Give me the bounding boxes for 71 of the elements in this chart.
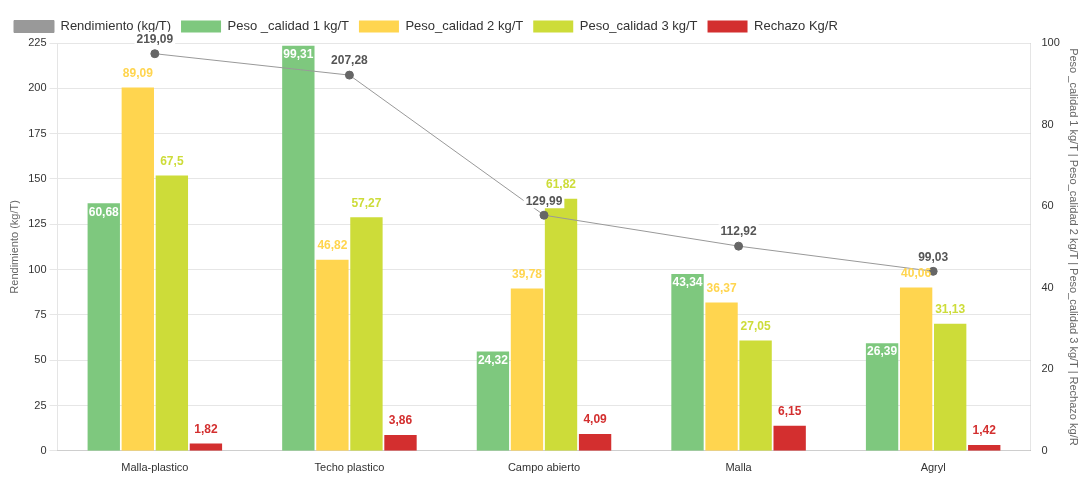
y2-axis-title: Peso _calidad 1 kg/T | Peso_calidad 2 kg/T | Peso_calidad 3 kg/T | Rechazo kg/R	[1068, 48, 1081, 446]
bar	[510, 288, 544, 451]
bar	[705, 302, 738, 451]
x-tick-label: Techo plastico	[314, 461, 385, 474]
bar	[316, 259, 349, 451]
legend-label: Peso_calidad 3 kg/T	[579, 18, 698, 34]
bar	[476, 351, 510, 451]
x-tick-label: Campo abierto	[507, 461, 581, 474]
data-label: 67,5	[160, 153, 184, 168]
bar	[899, 287, 933, 451]
y-tick-label: 100	[28, 262, 47, 275]
data-label: 89,09	[122, 65, 154, 80]
bar	[934, 323, 967, 451]
y-tick-label: 0	[40, 443, 47, 456]
y2-tick-label: 20	[1041, 362, 1054, 375]
bar	[578, 434, 612, 451]
data-label: 99,31	[283, 47, 314, 62]
bar	[121, 87, 154, 451]
y-tick-label: 175	[28, 126, 47, 139]
bar	[671, 274, 704, 451]
y2-tick-label: 100	[1041, 36, 1060, 49]
data-label: 4,09	[583, 412, 608, 427]
data-label: 43,34	[672, 275, 703, 290]
y2-tick-label: 60	[1041, 199, 1054, 212]
data-label: 31,13	[935, 302, 966, 317]
y-tick-label: 50	[34, 353, 47, 366]
data-label: 61,82	[546, 177, 577, 192]
bar	[155, 175, 189, 451]
bar	[189, 443, 223, 451]
y-tick-label: 25	[34, 398, 47, 411]
bar	[739, 340, 772, 451]
y2-tick-label: 80	[1041, 117, 1054, 130]
y-tick-label: 225	[28, 36, 47, 49]
data-label: 6,15	[777, 404, 802, 419]
y-tick-label: 75	[34, 307, 47, 320]
data-label: 219,09	[136, 32, 174, 47]
data-label: 57,27	[351, 195, 382, 210]
y-tick-label: 200	[28, 81, 47, 94]
y-axis-title: Rendimiento (kg/T)	[7, 200, 20, 294]
data-label: 1,42	[972, 423, 997, 438]
y-tick-label: 125	[28, 217, 47, 230]
bar	[773, 425, 806, 451]
bar	[87, 203, 120, 451]
legend-label: Peso_calidad 2 kg/T	[405, 18, 524, 34]
data-label: 26,39	[867, 344, 898, 359]
y2-tick-label: 40	[1041, 280, 1054, 293]
data-label: 27,05	[740, 318, 771, 333]
bar	[350, 217, 383, 451]
data-label: 60,68	[88, 204, 120, 219]
y-tick-label: 150	[28, 171, 47, 184]
data-label: 1,82	[194, 421, 218, 436]
data-label: 46,82	[317, 238, 348, 253]
legend-label: Rechazo Kg/R	[754, 18, 838, 34]
data-label: 40,06	[901, 265, 932, 280]
bar	[384, 435, 417, 451]
x-tick-label: Agryl	[920, 461, 946, 474]
bar	[865, 343, 899, 451]
x-tick-label: Malla	[725, 461, 753, 474]
data-label: 129,99	[525, 193, 563, 208]
data-label: 39,78	[511, 266, 543, 281]
data-label: 112,92	[720, 224, 757, 239]
data-label: 3,86	[388, 413, 413, 428]
data-label: 99,03	[918, 249, 949, 264]
x-tick-label: Malla-plastico	[121, 461, 189, 474]
data-label: 24,32	[477, 352, 509, 367]
bar	[282, 45, 315, 451]
y2-tick-label: 0	[1041, 443, 1048, 456]
legend-label: Peso _calidad 1 kg/T	[227, 18, 349, 34]
data-label: 207,28	[331, 53, 369, 68]
legend-label: Rendimiento (kg/T)	[60, 18, 172, 34]
data-label: 36,37	[706, 280, 737, 295]
